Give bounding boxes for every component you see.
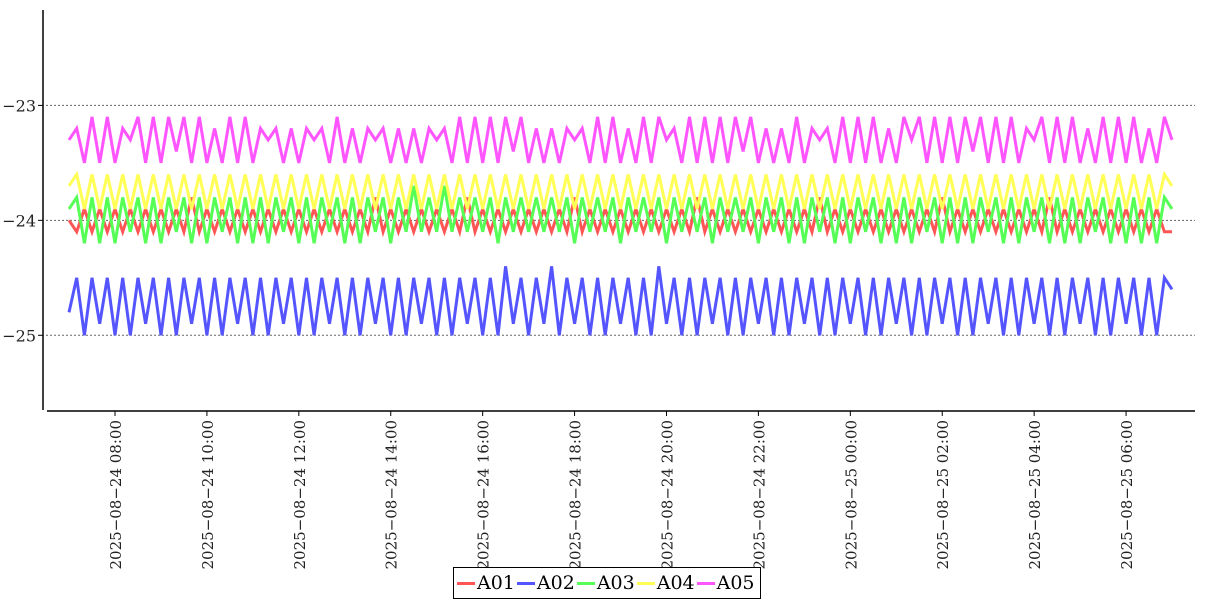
legend-item-a01: A01	[457, 572, 515, 594]
legend-label: A04	[656, 572, 695, 594]
legend-item-a04: A04	[636, 572, 695, 594]
series-lines	[67, 116, 1174, 336]
series-line-a05	[67, 116, 1174, 164]
legend-label: A02	[536, 572, 575, 594]
x-tick-label: 2025−08−24 16:00	[475, 420, 493, 569]
series-line-a02	[67, 266, 1174, 336]
x-tick-label: 2025−08−24 20:00	[658, 420, 676, 569]
x-tick-label: 2025−08−25 06:00	[1118, 420, 1136, 569]
x-tick-label: 2025−08−25 04:00	[1026, 420, 1044, 569]
legend-label: A01	[477, 572, 515, 594]
legend-swatch	[516, 581, 535, 585]
x-tick-label: 2025−08−24 18:00	[567, 420, 585, 569]
x-ticks: 2025−08−24 08:00 2025−08−24 10:00 2025−08−…	[107, 411, 1136, 569]
x-tick-label: 2025−08−24 22:00	[750, 420, 768, 569]
y-tick-label: −23	[2, 96, 36, 115]
x-tick-label: 2025−08−24 08:00	[107, 420, 125, 569]
legend-swatch	[696, 581, 715, 585]
legend-item-a05: A05	[696, 572, 755, 594]
x-tick-label: 2025−08−25 02:00	[934, 420, 952, 569]
series-line-a03	[67, 185, 1174, 244]
legend-swatch	[576, 581, 595, 585]
x-tick-label: 2025−08−24 14:00	[383, 420, 401, 569]
x-tick-label: 2025−08−25 00:00	[842, 420, 860, 569]
series-line-a04	[67, 170, 1174, 210]
legend: A01 A02 A03 A04 A05	[453, 567, 761, 599]
y-tick-label: −25	[2, 326, 36, 345]
legend-swatch	[457, 581, 475, 585]
legend-swatch	[636, 581, 655, 585]
legend-label: A03	[596, 572, 635, 594]
legend-label: A05	[716, 572, 755, 594]
y-tick-label: −24	[2, 211, 36, 230]
y-ticks: −23 −24 −25	[2, 96, 43, 345]
legend-item-a02: A02	[516, 572, 575, 594]
legend-item-a03: A03	[576, 572, 635, 594]
x-tick-label: 2025−08−24 12:00	[291, 420, 309, 569]
x-tick-label: 2025−08−24 10:00	[199, 420, 217, 569]
